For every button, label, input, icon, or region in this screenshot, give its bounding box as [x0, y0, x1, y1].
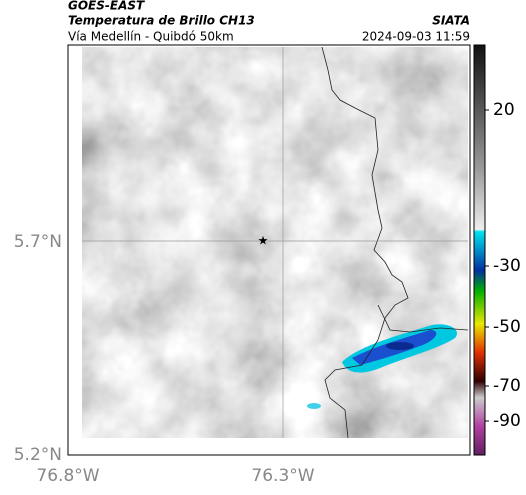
map-frame — [67, 44, 471, 456]
colorbar-label: -70 — [493, 376, 521, 396]
source: GOES-EAST — [68, 0, 145, 13]
agency: SIATA — [432, 14, 470, 28]
product: Temperatura de Brillo CH13 — [68, 14, 255, 28]
cold-core — [386, 342, 414, 350]
site-marker: ★ — [258, 234, 269, 248]
lat-tick-label: 5.2°N — [14, 445, 62, 465]
lat-tick-label: 5.7°N — [14, 232, 62, 252]
lon-tick-label: 76.8°W — [36, 466, 99, 486]
colorbar-label: 20 — [493, 100, 515, 120]
cold-cloud — [307, 403, 321, 409]
colorbar-label: -30 — [493, 256, 521, 276]
colorbar — [473, 44, 486, 456]
lon-tick-label: 76.3°W — [251, 466, 314, 486]
satellite-image — [82, 47, 468, 438]
boundary — [321, 47, 409, 438]
cloud-field — [82, 47, 468, 438]
colorbar-ticks: 20 -30 -50 -70 -90 — [485, 100, 521, 431]
colorbar-label: -50 — [493, 317, 521, 337]
timestamp: 2024-09-03 11:59 — [362, 30, 470, 44]
region: Vía Medellín - Quibdó 50km — [68, 30, 234, 44]
boundary — [377, 304, 468, 333]
colorbar-label: -90 — [493, 411, 521, 431]
